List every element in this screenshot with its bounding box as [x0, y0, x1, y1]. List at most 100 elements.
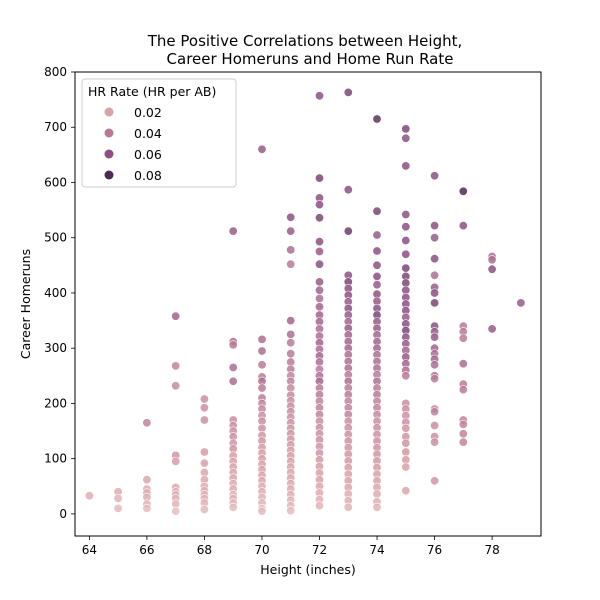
data-point [430, 374, 440, 384]
data-point [314, 259, 324, 269]
data-point [430, 420, 440, 430]
data-point [458, 221, 468, 231]
data-point [314, 293, 324, 303]
data-point [142, 475, 152, 485]
data-point [314, 285, 324, 295]
data-point [430, 171, 440, 181]
y-tick-label: 100 [44, 452, 67, 466]
points-layer [84, 87, 526, 516]
data-point [314, 237, 324, 247]
x-tick-label: 64 [82, 543, 97, 557]
data-point [314, 302, 324, 312]
data-point [372, 260, 382, 270]
data-point [199, 415, 209, 425]
data-point [430, 332, 440, 342]
data-point [401, 486, 411, 496]
data-point [487, 264, 497, 274]
data-point [171, 361, 181, 371]
y-axis-label: Career Homeruns [18, 249, 33, 359]
data-point [430, 407, 440, 417]
x-tick-label: 74 [369, 543, 384, 557]
data-point [458, 385, 468, 395]
y-tick-label: 800 [44, 65, 67, 79]
chart-title-line2: Career Homeruns and Home Run Rate [167, 50, 454, 68]
legend-box [81, 78, 237, 188]
data-point [372, 280, 382, 290]
data-point [487, 324, 497, 334]
data-point [401, 124, 411, 134]
data-point [314, 247, 324, 257]
data-point [401, 236, 411, 246]
data-point [199, 447, 209, 457]
data-point [286, 506, 296, 516]
data-point [372, 271, 382, 281]
data-point [286, 349, 296, 359]
data-point [401, 423, 411, 433]
data-point [343, 87, 353, 97]
data-point [314, 200, 324, 210]
data-point [458, 333, 468, 343]
data-point [372, 230, 382, 240]
data-point [84, 491, 94, 501]
data-point [314, 173, 324, 183]
x-tick-label: 68 [197, 543, 212, 557]
data-point [314, 277, 324, 287]
legend-label: 0.06 [134, 147, 162, 162]
y-tick-label: 300 [44, 341, 67, 355]
data-point [343, 226, 353, 236]
data-point [401, 263, 411, 273]
data-point [228, 226, 238, 236]
data-point [458, 429, 468, 439]
data-point [430, 221, 440, 231]
data-point [286, 316, 296, 326]
data-point [401, 210, 411, 220]
data-point [257, 334, 267, 344]
data-point [343, 185, 353, 195]
data-point [401, 371, 411, 381]
y-tick-label: 700 [44, 120, 67, 134]
data-point [430, 476, 440, 486]
data-point [430, 360, 440, 370]
data-point [516, 298, 526, 308]
data-point [458, 359, 468, 369]
legend-marker [104, 149, 114, 159]
data-point [286, 212, 296, 222]
data-point [430, 233, 440, 243]
data-point [199, 394, 209, 404]
data-point [286, 329, 296, 339]
data-point [401, 133, 411, 143]
data-point [286, 226, 296, 236]
legend: HR Rate (HR per AB) 0.02 0.04 0.06 0.08 [81, 78, 237, 188]
data-point [401, 222, 411, 232]
data-point [343, 502, 353, 512]
data-point [171, 456, 181, 466]
data-point [314, 91, 324, 101]
data-point [401, 438, 411, 448]
data-point [401, 161, 411, 171]
data-point [430, 270, 440, 280]
x-tick-label: 72 [312, 543, 327, 557]
y-tick-label: 0 [59, 507, 67, 521]
legend-marker [104, 170, 114, 180]
data-point [401, 462, 411, 472]
legend-label: 0.08 [134, 168, 162, 183]
data-point [257, 360, 267, 370]
data-point [372, 246, 382, 256]
data-point [199, 504, 209, 514]
data-point [372, 489, 382, 499]
data-point [372, 206, 382, 216]
legend-label: 0.02 [134, 105, 162, 120]
y-tick-label: 500 [44, 231, 67, 245]
data-point [401, 249, 411, 259]
data-point [228, 362, 238, 372]
data-point [228, 376, 238, 386]
data-point [171, 311, 181, 321]
legend-marker [104, 128, 114, 138]
data-point [199, 403, 209, 413]
x-tick-label: 78 [484, 543, 499, 557]
data-point [257, 346, 267, 356]
y-tick-label: 200 [44, 396, 67, 410]
legend-marker [104, 107, 114, 117]
x-tick-label: 76 [427, 543, 442, 557]
